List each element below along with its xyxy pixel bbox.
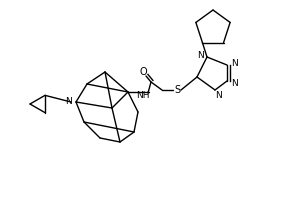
Text: N: N: [66, 98, 72, 106]
Text: O: O: [139, 67, 147, 77]
Text: NH: NH: [136, 90, 150, 99]
Text: N: N: [216, 90, 222, 99]
Text: N: N: [231, 78, 237, 88]
Text: N: N: [231, 58, 237, 68]
Text: S: S: [174, 85, 180, 95]
Text: N: N: [196, 51, 203, 60]
